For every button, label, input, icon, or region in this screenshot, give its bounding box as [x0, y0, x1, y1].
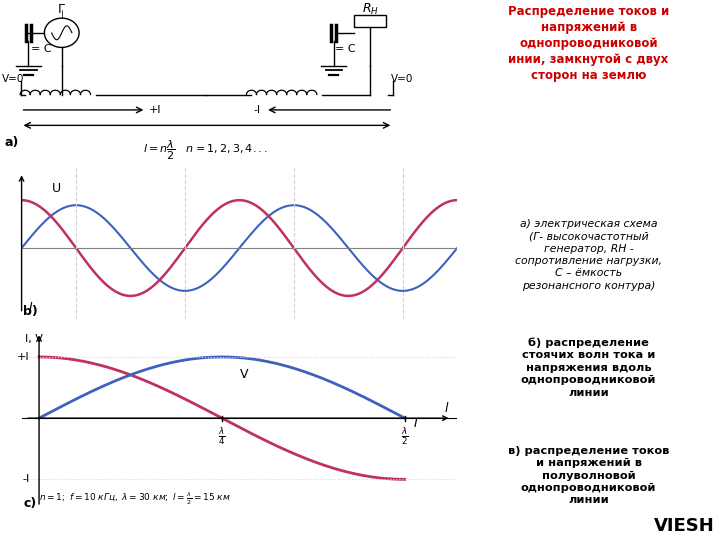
Text: I, V: I, V [25, 334, 43, 343]
Text: V=0: V=0 [2, 74, 24, 84]
Text: в) распределение токов
и напряжений в
полуволновой
однопроводниковой
линии: в) распределение токов и напряжений в по… [508, 446, 670, 505]
Text: c): c) [24, 497, 37, 510]
Text: $n = 1;\ f = 10\ \mathit{кГц},\ \lambda = 30\ \mathit{км};\ l = \frac{\lambda}{2: $n = 1;\ f = 10\ \mathit{кГц},\ \lambda … [39, 490, 230, 507]
Text: а) электрическая схема
(Г- высокочастотный
генератор, RH -
сопротивление нагрузк: а) электрическая схема (Г- высокочастотн… [515, 219, 662, 291]
Text: $\frac{\lambda}{2}$: $\frac{\lambda}{2}$ [401, 426, 409, 447]
Text: Г: Г [58, 3, 66, 16]
Text: = C: = C [31, 44, 51, 55]
Text: Распределение токов и
напряжений в
однопроводниковой
инии, замкнутой с двух
стор: Распределение токов и напряжений в одноп… [508, 5, 669, 83]
Text: V: V [240, 368, 248, 381]
Text: V=0: V=0 [391, 74, 413, 84]
Text: +I: +I [17, 352, 30, 362]
Text: $l = n\dfrac{\lambda}{2}$   $n = 1, 2, 3, 4...$: $l = n\dfrac{\lambda}{2}$ $n = 1, 2, 3, … [143, 139, 268, 163]
Text: I: I [28, 301, 32, 314]
Text: $\frac{\lambda}{4}$: $\frac{\lambda}{4}$ [218, 426, 226, 447]
Text: +l: +l [148, 105, 161, 115]
Bar [354, 15, 387, 27]
Text: б) распределение
стоячих волн тока и
напряжения вдоль
однопроводниковой
линии: б) распределение стоячих волн тока и нап… [521, 338, 657, 397]
Text: = C: = C [335, 44, 356, 55]
Text: VIESH: VIESH [654, 517, 715, 535]
Text: -I: -I [22, 474, 30, 484]
Text: $R_H$: $R_H$ [362, 2, 379, 17]
Text: I: I [414, 416, 418, 429]
Text: U: U [52, 182, 60, 195]
Text: a): a) [4, 136, 19, 149]
Text: b): b) [23, 305, 38, 318]
Text: -l: -l [253, 105, 261, 115]
Text: l: l [445, 402, 449, 415]
